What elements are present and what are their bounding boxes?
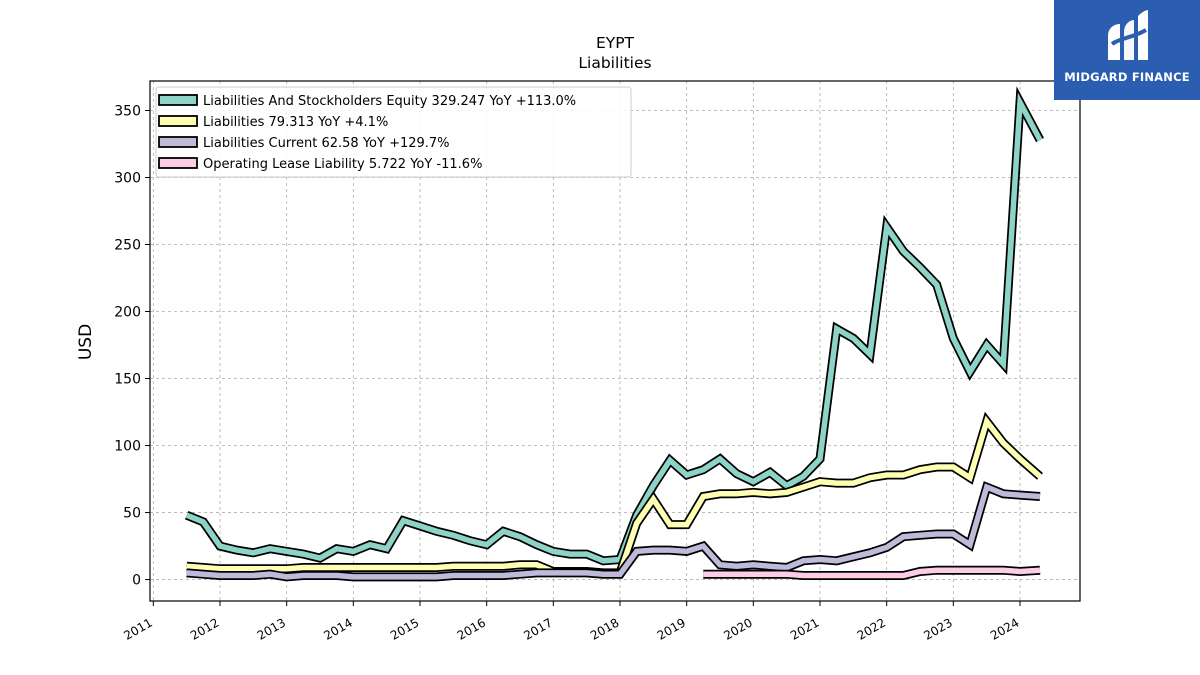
series-line-outline (186, 411, 1043, 578)
y-axis-label: USD (76, 324, 96, 360)
midgard-logo-icon (1108, 10, 1148, 60)
x-tick-label: 2014 (321, 615, 354, 642)
y-tick-label: 300 (114, 170, 141, 186)
legend-swatch (158, 94, 198, 106)
x-tick-label: 2013 (255, 615, 288, 642)
legend-swatch (158, 136, 198, 148)
y-tick-label: 50 (123, 506, 141, 522)
legend-swatch (158, 115, 198, 127)
x-tick-label: 2012 (188, 615, 221, 642)
chart-series (185, 86, 1044, 582)
y-tick-label: 100 (114, 439, 141, 455)
x-tick-label: 2023 (921, 615, 954, 642)
series-line-fill (186, 483, 1041, 580)
chart-title: EYPT (596, 34, 635, 52)
y-tick-label: 250 (114, 238, 141, 254)
chart-subtitle: Liabilities (578, 54, 651, 72)
x-tick-label: 2011 (121, 615, 154, 642)
chart-legend: Liabilities And Stockholders Equity 329.… (155, 86, 632, 178)
series-line (186, 411, 1043, 578)
series-line-fill (703, 567, 1041, 579)
series-line-fill (185, 92, 1043, 564)
legend-label: Operating Lease Liability 5.722 YoY -11.… (203, 157, 482, 172)
midgard-finance-logo: MIDGARD FINANCE (1054, 0, 1200, 100)
series-line (703, 565, 1041, 580)
x-tick-label: 2019 (655, 615, 688, 642)
x-tick-label: 2021 (788, 615, 821, 642)
y-tick-label: 350 (114, 103, 141, 119)
y-tick-label: 200 (114, 305, 141, 321)
y-tick-label: 0 (132, 573, 141, 589)
series-line (185, 86, 1044, 566)
x-tick-label: 2020 (721, 615, 754, 642)
legend-label: Liabilities And Stockholders Equity 329.… (203, 94, 576, 109)
legend-box (155, 86, 632, 178)
x-tick-label: 2018 (588, 615, 621, 642)
series-line-fill (186, 415, 1042, 576)
legend-label: Liabilities Current 62.58 YoY +129.7% (203, 136, 450, 151)
legend-swatch (158, 157, 198, 169)
x-tick-label: 2017 (521, 615, 554, 642)
y-tick-label: 150 (114, 372, 141, 388)
series-line (186, 481, 1041, 582)
plot-frame (149, 80, 1081, 602)
x-tick-label: 2024 (988, 615, 1021, 642)
x-tick-label: 2022 (855, 615, 888, 642)
logo-text: MIDGARD FINANCE (1064, 70, 1190, 84)
legend-label: Liabilities 79.313 YoY +4.1% (203, 115, 388, 130)
x-tick-label: 2016 (455, 615, 488, 642)
chart-axes: 2011 2012 2013 2014 2015 2016 2017 2018 2019 2020… (114, 103, 1021, 642)
x-tick-label: 2015 (388, 615, 421, 642)
